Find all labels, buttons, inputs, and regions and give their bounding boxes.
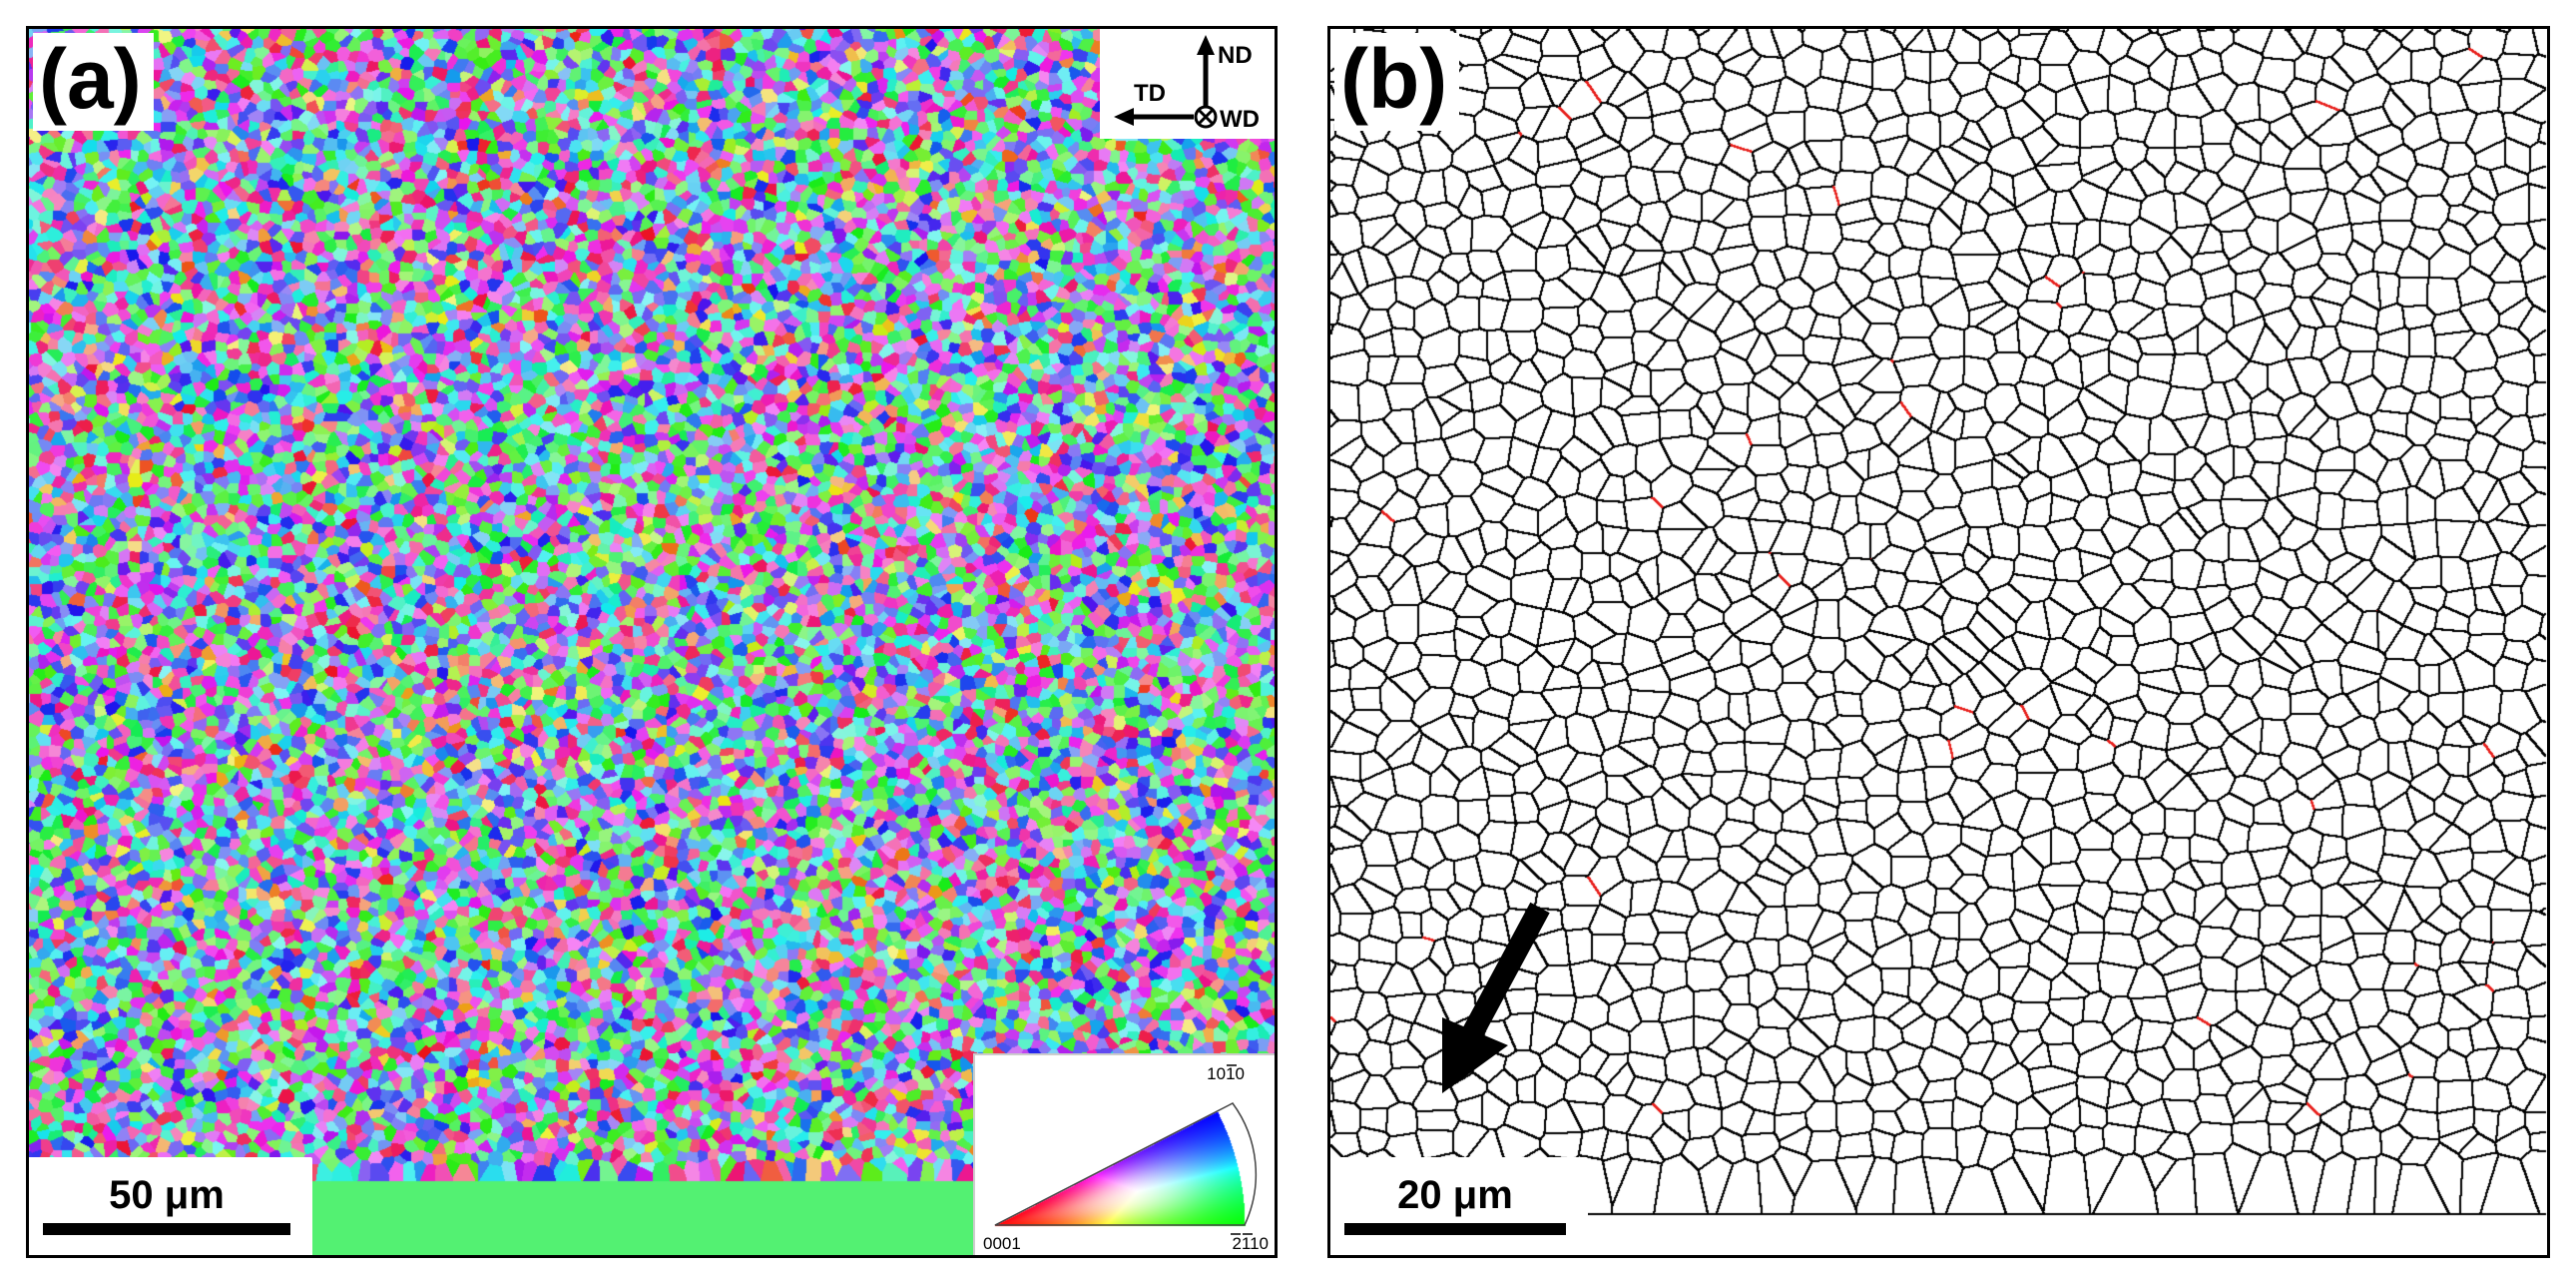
panel-b-label: (b) — [1334, 33, 1460, 131]
ipf-corner-top: 1010 — [1207, 1064, 1245, 1083]
ipf-color-key: 1010 0001 2110 — [973, 1053, 1275, 1255]
scale-bar-a-line — [43, 1223, 290, 1235]
axis-legend: ND TD WD — [1100, 29, 1275, 139]
ipf-corner-right: 2110 — [1232, 1234, 1269, 1253]
panel-b-boundary-map: (b) 20 μm — [1327, 26, 2550, 1258]
scale-bar-b: 20 μm — [1330, 1157, 1588, 1255]
ipf-corner-left: 0001 — [983, 1234, 1021, 1253]
ipf-orientation-map — [29, 29, 1275, 1255]
scale-bar-b-label: 20 μm — [1397, 1173, 1513, 1217]
sample-axes-icon: ND TD WD — [1114, 35, 1260, 133]
panel-a-ipf-map: (a) ND TD WD 1010 0001 2110 — [26, 26, 1278, 1258]
scale-bar-b-line — [1344, 1223, 1566, 1235]
grain-boundary-map — [1330, 29, 2547, 1255]
arrow-icon — [1442, 902, 1550, 1093]
axis-label-left: TD — [1134, 80, 1166, 107]
panel-a-label: (a) — [33, 33, 154, 131]
scale-bar-a-label: 50 μm — [109, 1173, 225, 1217]
scale-bar-a: 50 μm — [29, 1157, 312, 1255]
axis-label-out: WD — [1220, 106, 1260, 133]
ipf-color-triangle — [975, 1055, 1275, 1255]
axis-label-up: ND — [1218, 42, 1253, 69]
